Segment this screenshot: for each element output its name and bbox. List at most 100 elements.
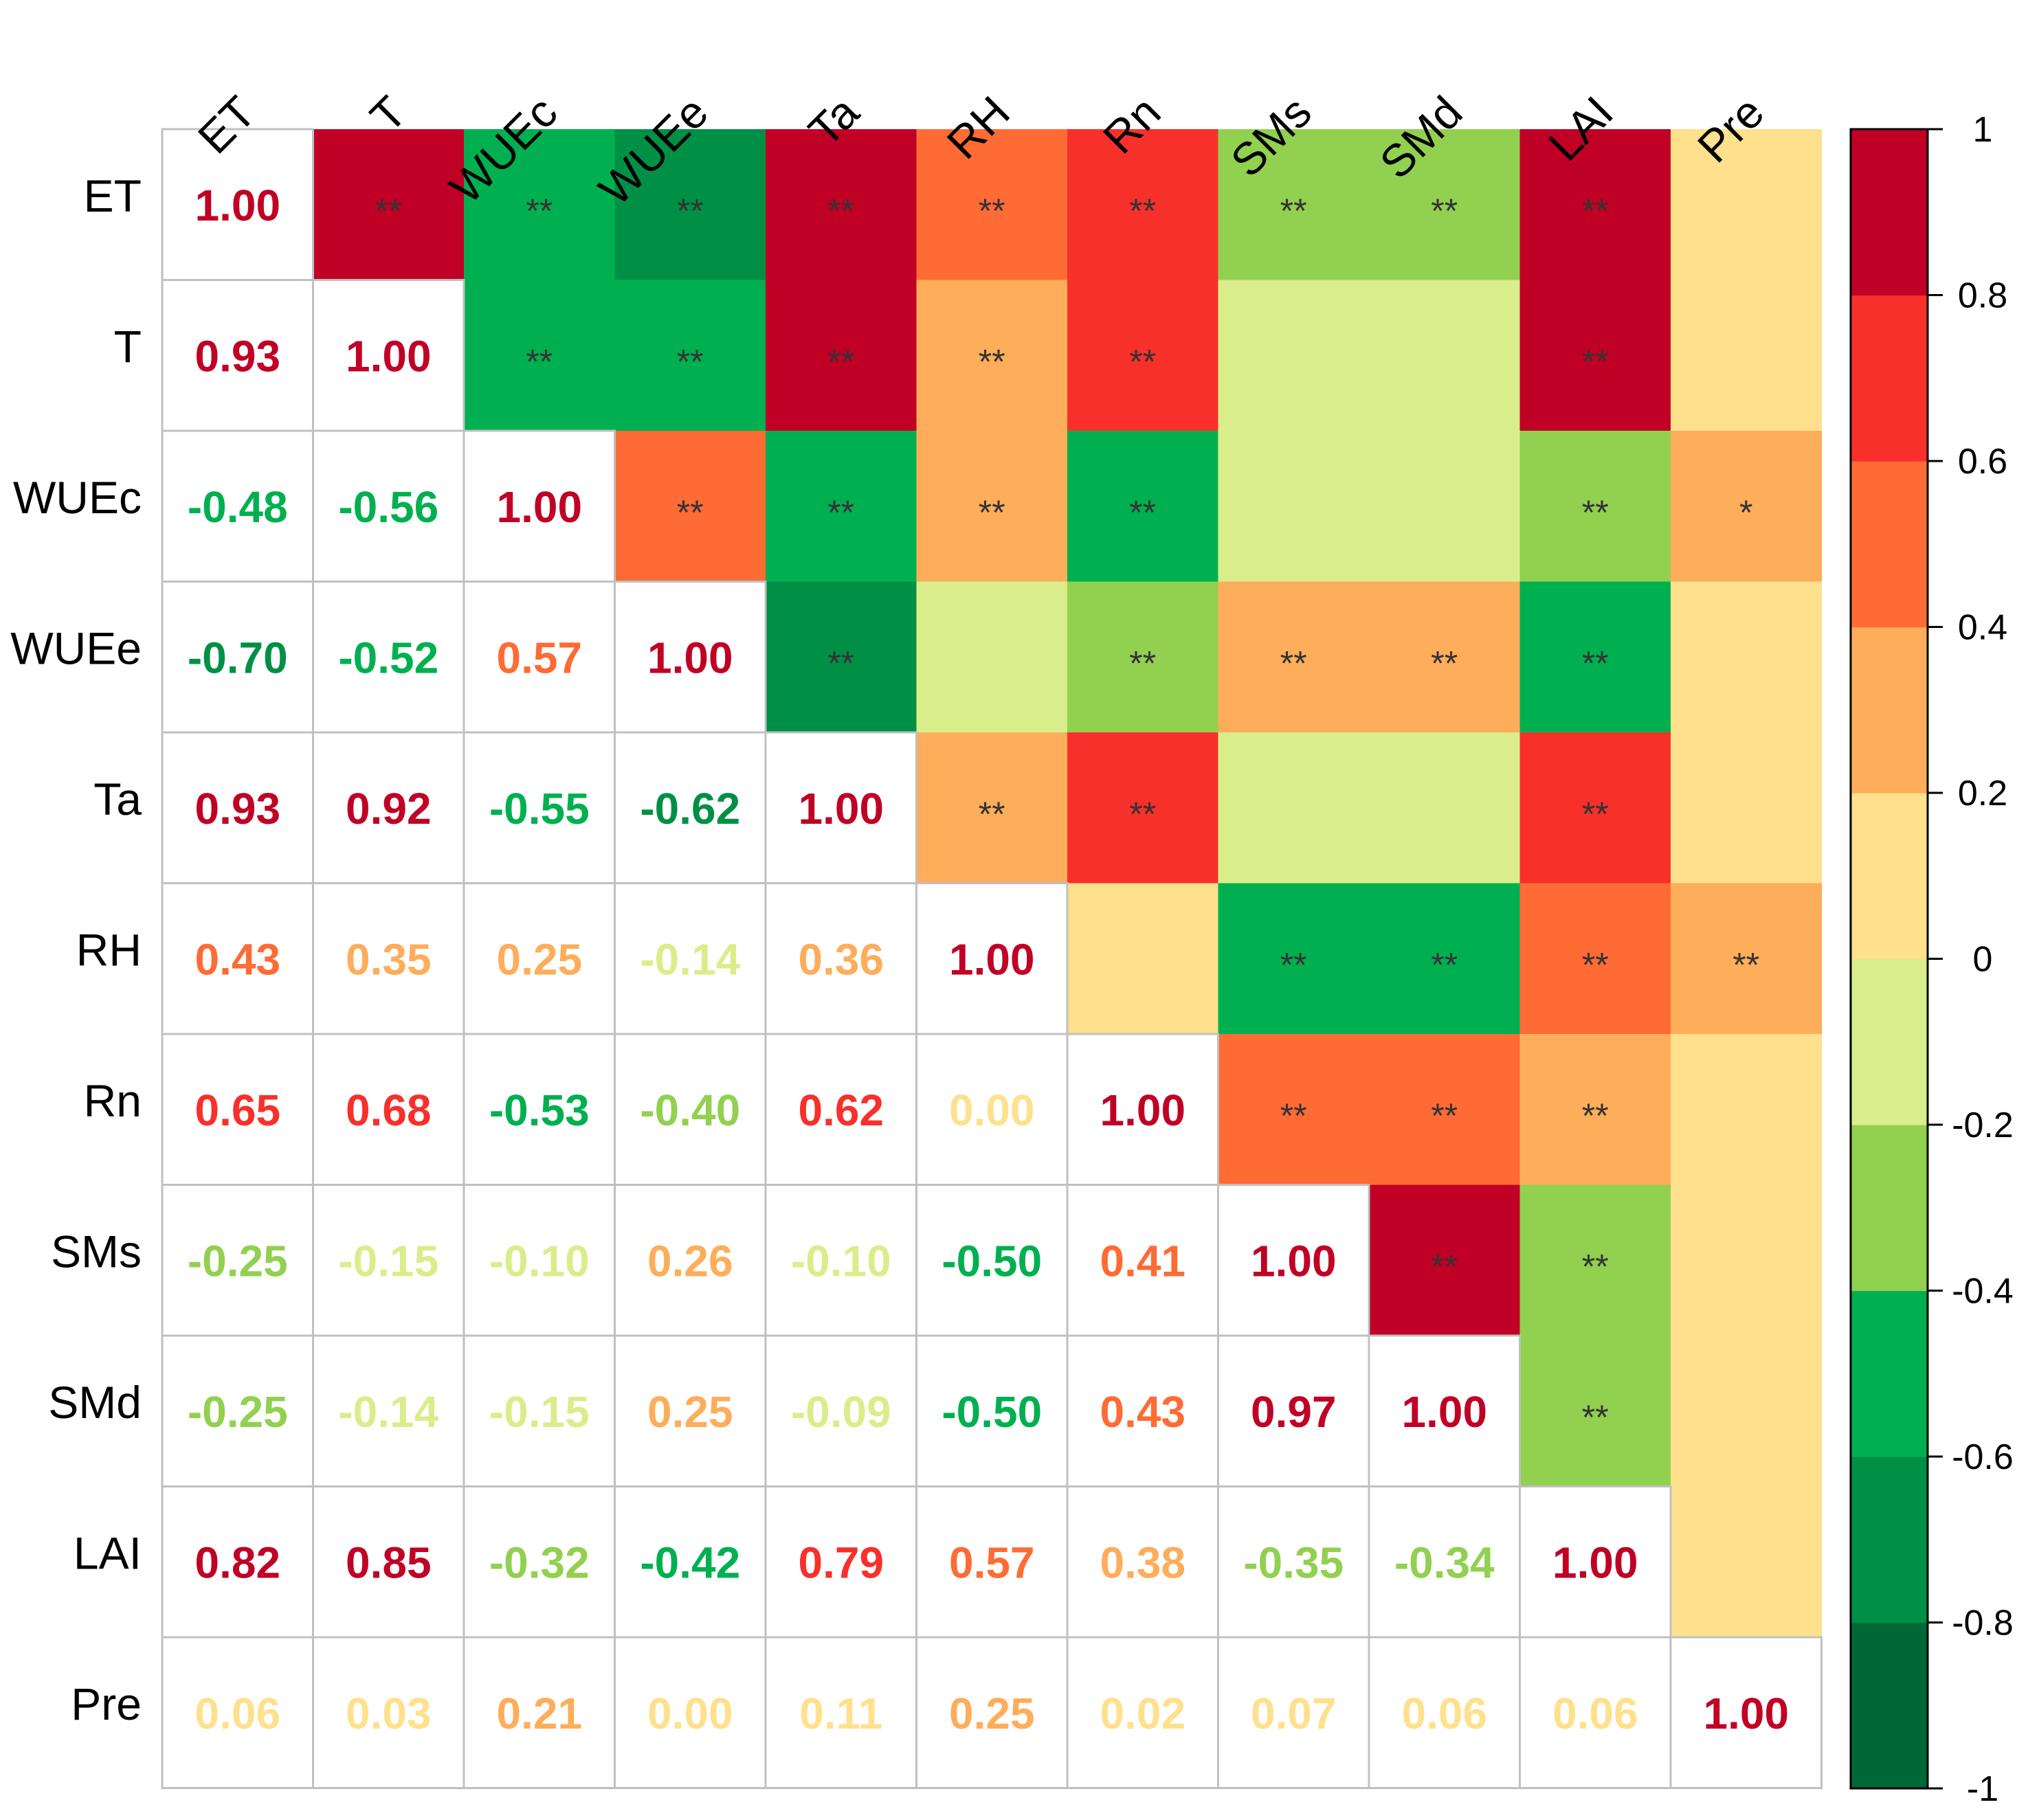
correlation-label-LAI-T: 0.85 [346,1538,432,1587]
heatmap-cell-T-LAI [1519,280,1671,431]
row-label-WUEc: WUEc [13,472,142,523]
significance-mark-T-Ta: ** [827,342,854,381]
correlation-label-SMd-RH: -0.50 [941,1387,1042,1437]
significance-mark-ET-WUEc: ** [526,192,553,230]
significance-mark-Ta-LAI: ** [1582,795,1609,833]
correlation-label-Pre-LAI: 0.06 [1552,1689,1638,1738]
correlation-label-RH-WUEc: 0.25 [496,934,582,984]
significance-mark-WUEe-LAI: ** [1582,644,1609,682]
correlation-label-SMs-T: -0.15 [338,1236,438,1285]
heatmap-cell-WUEc-SMd [1369,431,1521,583]
heatmap-cell-WUEc-SMs [1218,431,1370,583]
heatmap-cell-WUEc-RH [916,431,1068,583]
correlation-label-Ta-WUEe: -0.62 [640,784,740,833]
significance-mark-SMs-LAI: ** [1582,1247,1609,1285]
significance-mark-WUEe-Ta: ** [827,644,854,682]
significance-mark-SMs-SMd: ** [1431,1247,1458,1285]
correlation-label-SMs-RH: -0.50 [941,1236,1042,1285]
row-label-Pre: Pre [71,1678,142,1729]
heatmap-cell-WUEe-Rn [1067,581,1219,733]
heatmap-cell-SMs-Pre [1671,1184,1823,1336]
correlation-label-Pre-WUEe: 0.00 [647,1689,733,1738]
correlation-label-SMd-SMd: 1.00 [1401,1387,1487,1437]
heatmap-cell-RH-LAI [1519,883,1671,1035]
correlation-label-LAI-Ta: 0.79 [798,1538,884,1587]
correlation-label-Pre-Rn: 0.02 [1100,1689,1185,1738]
row-label-Ta: Ta [93,774,142,824]
significance-mark-Rn-LAI: ** [1582,1097,1609,1135]
correlation-label-WUEc-WUEc: 1.00 [496,482,582,532]
heatmap-cell-SMs-LAI [1519,1184,1671,1336]
heatmap-cell-RH-SMd [1369,883,1521,1035]
legend-swatch [1851,1457,1928,1624]
significance-mark-Ta-Rn: ** [1129,795,1156,833]
legend-tick-label: 1 [1973,110,1993,150]
significance-mark-ET-WUEe: ** [677,192,704,230]
legend-swatch [1851,295,1928,462]
legend-swatch [1851,461,1928,628]
significance-mark-WUEc-Pre: * [1739,493,1752,532]
heatmap-cell-ET-LAI [1519,129,1671,281]
row-label-ET: ET [84,170,142,221]
heatmap-cell-Ta-SMs [1218,732,1370,884]
correlation-label-SMs-SMs: 1.00 [1251,1236,1337,1285]
legend-swatch [1851,1622,1928,1789]
heatmap-cell-T-WUEe [614,280,766,431]
significance-mark-T-Rn: ** [1129,342,1156,381]
heatmap-cell-WUEc-LAI [1519,431,1671,583]
heatmap-cell-ET-Rn [1067,129,1219,281]
heatmap-cell-T-SMd [1369,280,1521,431]
legend-tick-label: 0 [1973,940,1993,980]
heatmap-cell-ET-RH [916,129,1068,281]
row-label-SMd: SMd [48,1377,142,1428]
legend-swatch [1851,129,1928,296]
significance-mark-RH-Pre: ** [1732,945,1759,984]
significance-mark-RH-SMd: ** [1431,945,1458,984]
correlation-label-Pre-T: 0.03 [346,1689,432,1738]
heatmap-cell-WUEc-Ta [766,431,917,583]
legend-tick-label: -1 [1967,1769,1998,1809]
legend-tick-label: 0.8 [1958,276,2007,316]
correlation-label-LAI-RH: 0.57 [949,1538,1035,1587]
correlation-label-Rn-Ta: 0.62 [798,1086,884,1135]
heatmap-cell-T-Ta [766,280,917,431]
row-label-WUEe: WUEe [10,622,142,673]
correlation-label-SMd-Rn: 0.43 [1100,1387,1185,1437]
column-label-ET: ET [188,87,265,164]
heatmap-cell-RH-Pre [1671,883,1823,1035]
correlation-label-RH-Ta: 0.36 [798,934,884,984]
correlation-label-Rn-WUEe: -0.40 [640,1086,740,1135]
correlation-label-Rn-ET: 0.65 [194,1086,280,1135]
heatmap-cell-Ta-RH [916,732,1068,884]
correlation-label-WUEe-WUEc: 0.57 [496,633,582,682]
significance-mark-ET-Rn: ** [1129,192,1156,230]
legend-swatch [1851,958,1928,1125]
correlation-label-WUEe-T: -0.52 [338,633,438,682]
legend-swatch [1851,627,1928,794]
correlation-label-Rn-Rn: 1.00 [1100,1086,1185,1135]
heatmap-cell-WUEe-Ta [766,581,917,733]
heatmap-cell-WUEc-Rn [1067,431,1219,583]
correlation-label-SMs-Rn: 0.41 [1100,1236,1185,1285]
correlation-label-Pre-WUEc: 0.21 [496,1689,582,1738]
correlation-label-RH-WUEe: -0.14 [640,934,740,984]
significance-mark-WUEc-LAI: ** [1582,493,1609,532]
row-label-SMs: SMs [51,1226,142,1277]
correlation-label-Pre-RH: 0.25 [949,1689,1035,1738]
heatmap-cell-Rn-LAI [1519,1034,1671,1186]
correlation-label-LAI-WUEc: -0.32 [489,1538,590,1587]
heatmap-cell-Rn-SMd [1369,1034,1521,1186]
correlation-label-WUEe-ET: -0.70 [188,633,288,682]
heatmap-cell-ET-SMs [1218,129,1370,281]
correlation-label-SMd-ET: -0.25 [188,1387,288,1437]
heatmap-cell-WUEe-SMs [1218,581,1370,733]
correlation-label-SMd-WUEc: -0.15 [489,1387,590,1437]
correlation-label-SMs-WUEc: -0.10 [489,1236,590,1285]
legend-tick-label: -0.2 [1952,1105,2014,1145]
correlation-label-Ta-Ta: 1.00 [798,784,884,833]
correlation-label-Ta-ET: 0.93 [194,784,280,833]
significance-mark-ET-SMd: ** [1431,192,1458,230]
significance-mark-WUEc-RH: ** [979,493,1005,532]
significance-mark-Rn-SMd: ** [1431,1097,1458,1135]
heatmap-cell-WUEc-WUEe [614,431,766,583]
